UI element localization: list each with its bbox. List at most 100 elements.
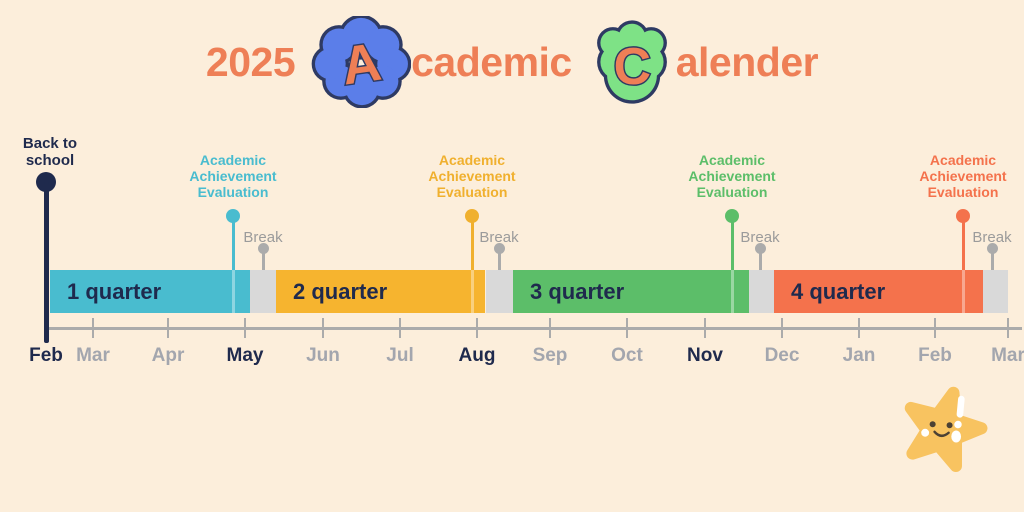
timeline-axis <box>46 327 1022 330</box>
evaluation-label-3: Academic Achievement Evaluation <box>688 152 775 200</box>
evaluation-pin-line-2 <box>470 216 474 270</box>
star-mascot <box>904 386 988 473</box>
quarter-bar-4: 4 quarter <box>774 270 983 313</box>
back-to-school-line1: Back to <box>22 135 78 152</box>
back-to-school-line2: school <box>25 152 75 169</box>
month-label-nov: Nov <box>687 345 723 366</box>
evaluation-label-line: Academic <box>929 152 997 168</box>
month-label-sep: Sep <box>532 345 568 366</box>
break-segment-3 <box>749 270 774 313</box>
evaluation-label-line: Achievement <box>189 168 277 184</box>
quarter-label-2: 2 quarter <box>293 278 388 304</box>
break-label-4: Break <box>972 229 1012 246</box>
tulip-badge-icon: C <box>596 20 667 104</box>
month-label-aug: Aug <box>458 345 496 366</box>
star-body <box>904 386 988 473</box>
flower-badge-icon: A <box>311 16 412 108</box>
evaluation-label-1: Academic Achievement Evaluation <box>189 152 276 200</box>
axis-tick-sep <box>549 318 551 338</box>
evaluation-pin-overlay-2 <box>470 270 474 313</box>
evaluation-label-line: Achievement <box>919 168 1007 184</box>
axis-tick-may <box>244 318 246 338</box>
decorated-letter-a-badge: A <box>311 16 412 108</box>
title-year: 2025 <box>205 38 296 85</box>
quarter-bar-3: 3 quarter <box>513 270 749 313</box>
month-label-feb: Feb <box>29 345 63 366</box>
month-label-mar: Mar <box>991 345 1024 366</box>
break-pin-dot-2 <box>493 243 505 254</box>
title-calender-rest: alender <box>675 38 819 85</box>
decorated-letter-c-badge: C <box>588 16 676 108</box>
break-segment-2 <box>486 270 513 313</box>
evaluation-label-line: Evaluation <box>927 184 999 200</box>
letter-a: A <box>338 32 384 97</box>
month-label-mar: Mar <box>76 345 110 366</box>
month-label-feb: Feb <box>918 345 952 366</box>
axis-tick-nov <box>704 318 706 338</box>
star-eye-left <box>929 421 936 428</box>
star-smile <box>933 430 950 438</box>
month-label-dec: Dec <box>764 345 800 366</box>
break-segment-1 <box>250 270 276 313</box>
axis-tick-jul <box>399 318 401 338</box>
evaluation-pin-overlay-4 <box>961 270 965 313</box>
break-label-3: Break <box>740 229 780 246</box>
evaluation-label-line: Evaluation <box>696 184 768 200</box>
star-shine-bar <box>956 395 965 418</box>
axis-tick-jun <box>322 318 324 338</box>
break-label-1: Break <box>243 229 283 246</box>
axis-tick-aug <box>476 318 478 338</box>
quarter-label-3: 3 quarter <box>530 278 625 304</box>
axis-tick-feb <box>934 318 936 338</box>
quarter-bar-1: 1 quarter <box>50 270 250 313</box>
evaluation-pin-line-1 <box>231 216 235 270</box>
evaluation-label-line: Achievement <box>688 168 776 184</box>
break-pin-dot-4 <box>986 243 998 254</box>
star-cheek-left <box>921 428 930 437</box>
axis-tick-jan <box>858 318 860 338</box>
month-label-jun: Jun <box>306 345 340 366</box>
month-label-jul: Jul <box>386 345 414 366</box>
break-pin-line-2 <box>497 250 501 270</box>
quarter-bar-2: 2 quarter <box>276 270 485 313</box>
quarter-label-1: 1 quarter <box>67 278 162 304</box>
quarter-label-4: 4 quarter <box>791 278 886 304</box>
evaluation-label-line: Evaluation <box>436 184 508 200</box>
month-label-may: May <box>226 345 264 366</box>
evaluation-pin-overlay-1 <box>231 270 235 313</box>
evaluation-label-4: Academic Achievement Evaluation <box>919 152 1006 200</box>
evaluation-label-line: Evaluation <box>197 184 269 200</box>
break-pin-line-4 <box>990 250 994 270</box>
back-to-school-label: Back to school <box>23 135 77 169</box>
evaluation-label-line: Achievement <box>428 168 516 184</box>
axis-tick-oct <box>626 318 628 338</box>
evaluation-label-line: Academic <box>438 152 506 168</box>
break-pin-dot-1 <box>257 243 269 254</box>
axis-tick-apr <box>167 318 169 338</box>
evaluation-label-line: Academic <box>698 152 766 168</box>
evaluation-label-2: Academic Achievement Evaluation <box>428 152 515 200</box>
star-cheek-right <box>951 430 962 443</box>
break-pin-dot-3 <box>754 243 766 254</box>
axis-tick-dec <box>781 318 783 338</box>
month-label-apr: Apr <box>151 345 185 366</box>
star-eye-right <box>946 422 953 429</box>
axis-tick-mar <box>1007 318 1009 338</box>
break-pin-line-3 <box>758 250 762 270</box>
back-to-school-pin-line <box>44 182 49 343</box>
break-segment-4 <box>983 270 1008 313</box>
star-shine-dot <box>954 420 962 429</box>
month-label-oct: Oct <box>611 345 643 366</box>
break-label-2: Break <box>479 229 519 246</box>
page-title: 2025 A cademic <box>0 16 1024 108</box>
evaluation-pin-line-3 <box>730 216 734 270</box>
letter-c: C <box>613 37 650 95</box>
axis-tick-mar <box>92 318 94 338</box>
break-pin-line-1 <box>261 250 265 270</box>
evaluation-pin-line-4 <box>961 216 965 270</box>
month-label-jan: Jan <box>842 345 876 366</box>
evaluation-label-line: Academic <box>199 152 267 168</box>
title-academic-rest: cademic <box>411 38 572 85</box>
evaluation-pin-overlay-3 <box>730 270 734 313</box>
